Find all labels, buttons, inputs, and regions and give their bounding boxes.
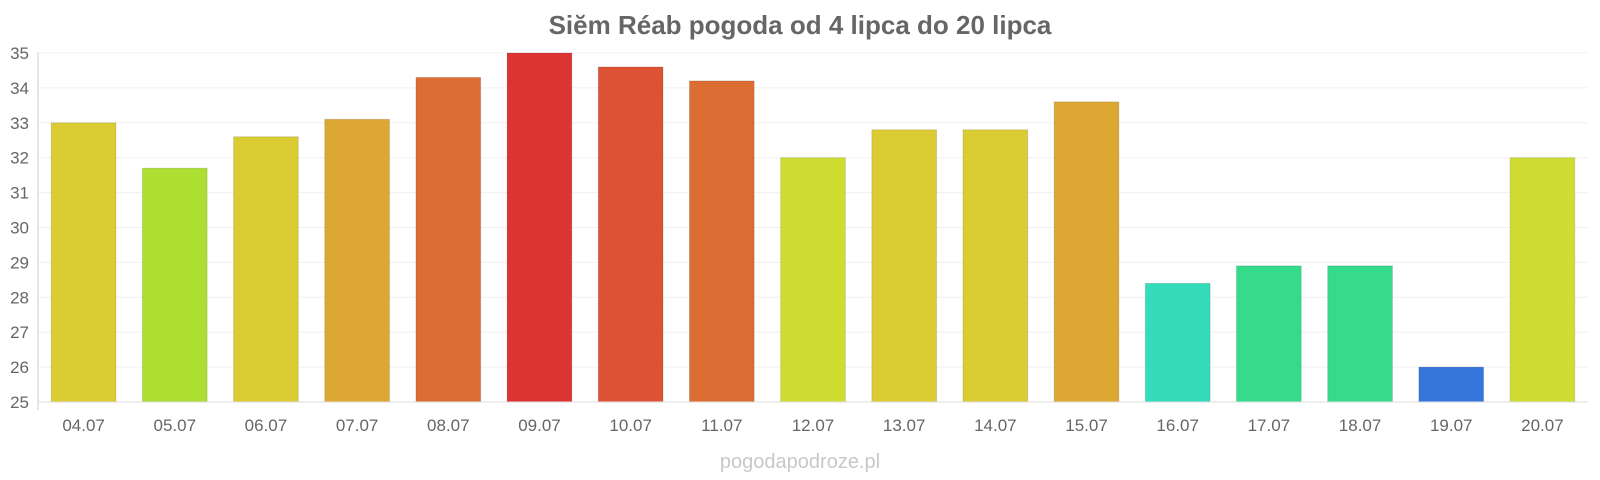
bar bbox=[415, 76, 482, 403]
x-tick-label: 19.07 bbox=[1430, 416, 1473, 435]
y-tick-label: 28 bbox=[10, 288, 29, 307]
bar bbox=[324, 118, 390, 403]
x-tick-label: 05.07 bbox=[153, 416, 196, 435]
y-tick-label: 31 bbox=[10, 184, 29, 203]
x-tick-label: 15.07 bbox=[1065, 416, 1108, 435]
x-tick-label: 16.07 bbox=[1156, 416, 1199, 435]
x-tick-label: 04.07 bbox=[62, 416, 105, 435]
y-tick-label: 27 bbox=[10, 323, 29, 342]
x-tick-label: 07.07 bbox=[336, 416, 379, 435]
x-tick-label: 09.07 bbox=[518, 416, 561, 435]
watermark: pogodapodroze.pl bbox=[719, 451, 881, 473]
x-tick-label: 12.07 bbox=[792, 416, 835, 435]
bar bbox=[1236, 265, 1302, 403]
x-tick-label: 14.07 bbox=[974, 416, 1017, 435]
x-tick-label: 10.07 bbox=[609, 416, 652, 435]
bar bbox=[50, 122, 117, 403]
axes bbox=[37, 53, 1588, 410]
bars bbox=[50, 52, 1576, 403]
bar bbox=[233, 136, 299, 403]
bar bbox=[141, 167, 208, 403]
bar bbox=[780, 157, 846, 403]
bar bbox=[1144, 282, 1211, 403]
x-tick-label: 08.07 bbox=[427, 416, 470, 435]
y-tick-label: 33 bbox=[10, 114, 29, 133]
y-tick-labels: 25 26 27 28 29 30 31 32 33 34 35 bbox=[10, 44, 29, 412]
bar bbox=[1418, 366, 1485, 403]
x-tick-label: 13.07 bbox=[883, 416, 926, 435]
bar bbox=[962, 129, 1029, 403]
chart-title: Siĕm Réab pogoda od 4 lipca do 20 lipca bbox=[548, 10, 1052, 40]
bar bbox=[506, 52, 573, 403]
y-tick-label: 26 bbox=[10, 358, 29, 377]
x-tick-label: 20.07 bbox=[1521, 416, 1564, 435]
y-tick-label: 29 bbox=[10, 253, 29, 272]
y-tick-label: 35 bbox=[10, 44, 29, 63]
bar bbox=[1327, 265, 1393, 403]
y-tick-label: 32 bbox=[10, 149, 29, 168]
y-tick-label: 30 bbox=[10, 219, 29, 238]
x-tick-label: 06.07 bbox=[245, 416, 288, 435]
bar bbox=[1053, 101, 1120, 403]
bar bbox=[1509, 157, 1576, 403]
bar bbox=[871, 129, 938, 403]
y-tick-label: 25 bbox=[10, 393, 29, 412]
x-tick-labels: 04.07 05.07 06.07 07.07 08.07 09.07 10.07 11.07… bbox=[62, 416, 1563, 435]
x-tick-label: 11.07 bbox=[701, 416, 742, 435]
y-tick-label: 34 bbox=[10, 79, 29, 98]
bar bbox=[688, 80, 755, 403]
x-tick-label: 17.07 bbox=[1248, 416, 1291, 435]
x-tick-label: 18.07 bbox=[1339, 416, 1382, 435]
bar bbox=[597, 66, 664, 403]
